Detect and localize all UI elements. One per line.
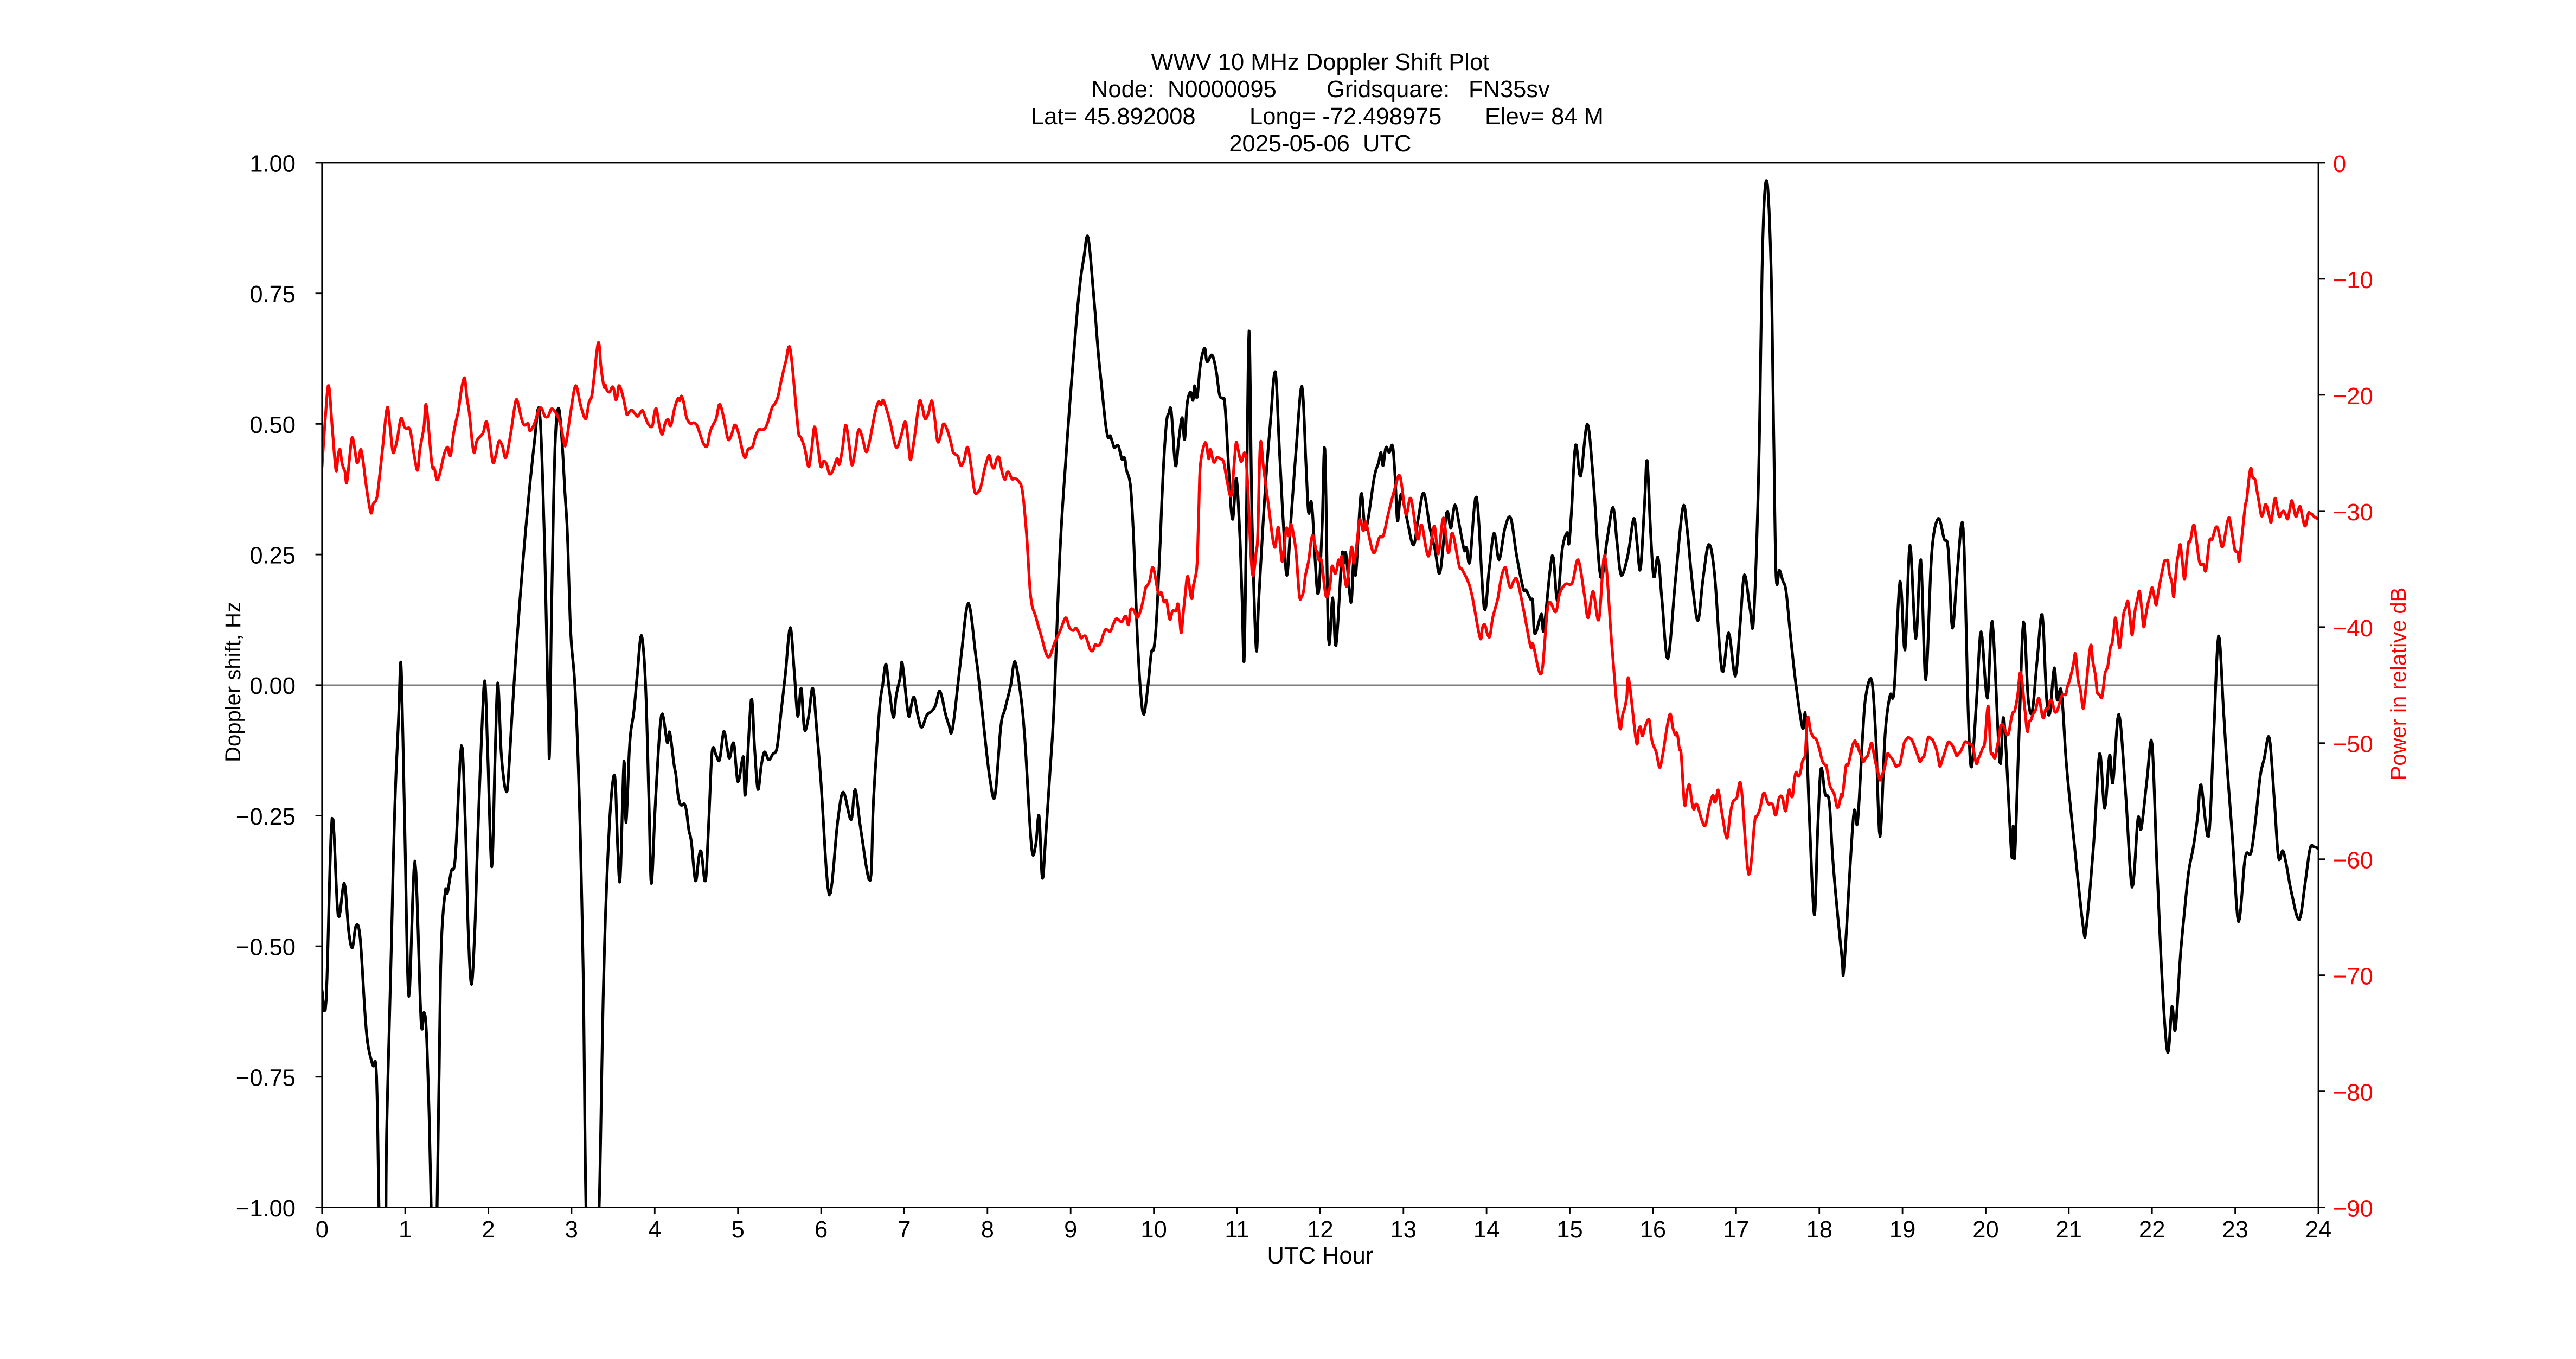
svg-text:Long= -72.498975: Long= -72.498975	[1249, 104, 1441, 130]
svg-text:21: 21	[2056, 1217, 2082, 1243]
svg-text:Power in relative dB: Power in relative dB	[2387, 588, 2411, 781]
svg-text:−30: −30	[2333, 500, 2373, 526]
svg-text:16: 16	[1640, 1217, 1666, 1243]
svg-text:15: 15	[1556, 1217, 1582, 1243]
svg-text:1: 1	[399, 1217, 412, 1243]
svg-text:2025-05-06 UTC: 2025-05-06 UTC	[1229, 131, 1411, 157]
svg-text:4: 4	[648, 1217, 661, 1243]
svg-text:−70: −70	[2333, 964, 2373, 990]
svg-text:0.00: 0.00	[249, 673, 296, 699]
svg-text:0: 0	[316, 1217, 329, 1243]
svg-text:11: 11	[1225, 1217, 1249, 1243]
svg-text:22: 22	[2139, 1217, 2165, 1243]
svg-text:Node:: Node:	[1091, 76, 1154, 103]
svg-text:10: 10	[1140, 1217, 1167, 1243]
svg-text:5: 5	[732, 1217, 745, 1243]
svg-text:1.00: 1.00	[249, 151, 296, 177]
svg-text:−0.75: −0.75	[236, 1065, 296, 1091]
svg-text:0.50: 0.50	[249, 412, 296, 438]
svg-text:FN35sv: FN35sv	[1469, 76, 1550, 103]
svg-text:0: 0	[2333, 151, 2346, 177]
svg-text:17: 17	[1723, 1217, 1749, 1243]
svg-text:23: 23	[2222, 1217, 2248, 1243]
svg-text:−80: −80	[2333, 1080, 2373, 1106]
svg-text:13: 13	[1390, 1217, 1417, 1243]
svg-text:−0.25: −0.25	[236, 804, 296, 830]
svg-text:14: 14	[1473, 1217, 1500, 1243]
svg-text:−60: −60	[2333, 848, 2373, 874]
svg-text:−20: −20	[2333, 384, 2373, 410]
svg-text:20: 20	[1972, 1217, 1998, 1243]
svg-text:UTC Hour: UTC Hour	[1267, 1243, 1374, 1269]
svg-text:2: 2	[482, 1217, 495, 1243]
svg-text:8: 8	[981, 1217, 994, 1243]
svg-text:9: 9	[1064, 1217, 1077, 1243]
svg-text:18: 18	[1806, 1217, 1832, 1243]
svg-text:12: 12	[1307, 1217, 1333, 1243]
svg-text:−50: −50	[2333, 732, 2373, 758]
svg-text:−1.00: −1.00	[236, 1196, 296, 1222]
svg-text:−10: −10	[2333, 267, 2373, 294]
svg-text:Elev= 84 M: Elev= 84 M	[1485, 104, 1604, 130]
svg-text:Lat= 45.892008: Lat= 45.892008	[1031, 104, 1196, 130]
svg-text:0.75: 0.75	[249, 282, 296, 308]
svg-text:7: 7	[898, 1217, 911, 1243]
svg-text:−40: −40	[2333, 616, 2373, 642]
svg-text:−0.50: −0.50	[236, 935, 296, 961]
svg-text:3: 3	[565, 1217, 578, 1243]
svg-text:19: 19	[1889, 1217, 1915, 1243]
svg-text:Gridsquare:: Gridsquare:	[1327, 76, 1450, 103]
svg-text:Doppler shift, Hz: Doppler shift, Hz	[221, 602, 245, 762]
svg-text:6: 6	[815, 1217, 828, 1243]
svg-text:−90: −90	[2333, 1196, 2373, 1222]
svg-text:24: 24	[2305, 1217, 2331, 1243]
svg-text:0.25: 0.25	[249, 543, 296, 569]
svg-text:WWV 10 MHz Doppler Shift Plot: WWV 10 MHz Doppler Shift Plot	[1151, 49, 1490, 75]
svg-text:N0000095: N0000095	[1168, 76, 1277, 103]
